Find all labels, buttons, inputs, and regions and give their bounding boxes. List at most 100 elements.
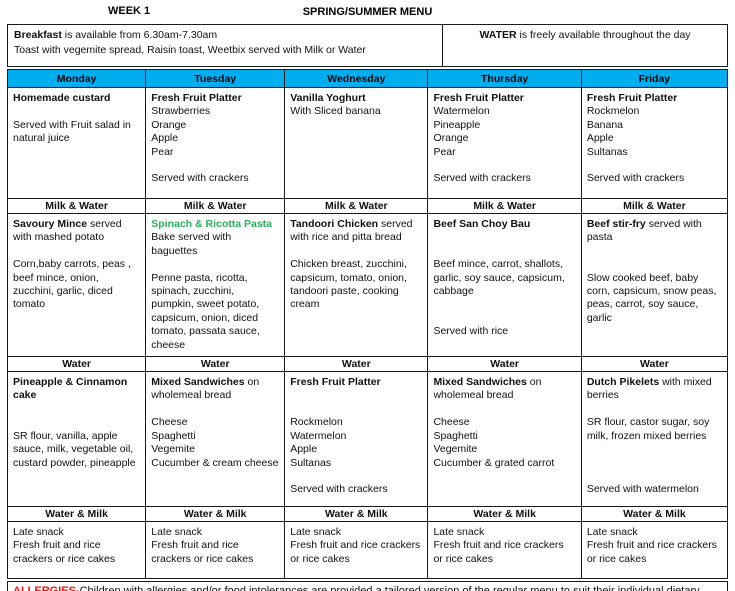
menu-line: Fresh fruit and rice crackers or rice ca… [587,539,722,566]
menu-line [587,443,722,456]
menu-line [433,231,575,244]
menu-text: Mixed Sandwiches [151,376,245,389]
breakfast-row: Breakfast is available from 6.30am-7.30a… [7,24,728,67]
menu-line: Spinach & Ricotta Pasta [151,218,279,231]
cell-afternoon-tea-wednesday: Fresh Fruit Platter Rockmelon Watermelon A… [284,371,429,508]
menu-line: With Sliced banana [290,105,422,118]
menu-text: Pear [433,145,456,158]
menu-text: SR flour, vanilla, apple sauce, milk, ve… [13,429,136,469]
menu-line [13,245,140,258]
water-cell: WATER is freely available throughout the… [443,25,727,66]
menu-text: Apple [586,132,614,145]
drink-morning-tea-thursday: Milk & Water [427,198,582,214]
lunch-row: Savoury Mince served with mashed potato … [6,212,729,358]
menu-line: SR flour, castor sugar, soy milk, frozen… [587,416,722,443]
menu-line: Slow cooked beef, baby corn, capsicum, s… [587,272,722,326]
menu-line: Beef mince, carrot, shallots, garlic, so… [433,258,575,298]
menu-text: Cheese [151,416,188,429]
menu-text: Apple [290,443,318,456]
menu-text: Pineapple & Cinnamon cake [13,376,128,402]
menu-text: Banana [586,118,624,131]
cell-lunch-tuesday: Spinach & Ricotta Pasta Bake served with … [145,212,286,358]
menu-line: Beef stir-fry served with pasta [587,218,722,245]
menu-line: Fresh fruit and rice crackers or rice ca… [433,539,575,566]
menu-line: Strawberries [151,105,279,118]
menu-text: Watermelon [433,105,490,118]
breakfast-time: is available from 6.30am-7.30am [61,29,218,41]
afternoon-tea-drink-row: Water & Milk Water & Milk Water & Milk Wate… [6,506,729,523]
menu-text: Spinach & Ricotta Pasta [151,218,273,230]
cell-late-snack-friday: Late snack Fresh fruit and rice crackers … [580,521,729,580]
menu-text: SR flour, castor sugar, soy milk, frozen… [586,416,710,442]
menu-text: Late snack [433,526,485,539]
menu-text: with mixed berries [586,376,712,402]
menu-line [290,245,422,258]
menu-line: Rockmelon [587,105,722,118]
day-header-tuesday: Tuesday [145,69,286,88]
menu-line: Served with Fruit salad in natural juice [13,119,140,146]
menu-line: Watermelon [290,430,422,443]
menu-text: Cucumber & cream cheese [151,456,279,469]
menu-line [433,298,575,311]
menu-line [587,258,722,271]
menu-line [151,403,279,416]
menu-text: Spaghetti [433,429,478,442]
menu-text: Late snack [290,526,341,539]
menu-line: Fresh fruit and rice crackers or rice ca… [13,539,140,566]
menu-text: Late snack [13,526,64,539]
menu-line [433,159,575,172]
menu-text: Dutch Pikelets [586,376,660,389]
menu-line: Watermelon [433,105,575,118]
menu-line: Spaghetti [433,430,575,443]
cell-afternoon-tea-friday: Dutch Pikelets with mixed berries SR flo… [580,371,729,508]
drink-morning-tea-tuesday: Milk & Water [145,198,286,214]
menu-line: Pineapple & Cinnamon cake [13,376,140,403]
menu-line: Served with crackers [587,172,722,185]
day-header-row: Monday Tuesday Wednesday Thursday Friday [6,69,729,88]
afternoon-tea-row: Pineapple & Cinnamon cake SR flour, vani… [6,371,729,508]
menu-line: Vegemite [151,443,279,456]
menu-text: Homemade custard [13,92,111,104]
menu-text: Fresh fruit and rice crackers or rice ca… [433,539,564,565]
menu-line [151,159,279,172]
menu-text: Rockmelon [290,416,343,429]
drink-lunch-wednesday: Water [284,356,429,373]
drink-morning-tea-monday: Milk & Water [6,198,147,214]
breakfast-label: Breakfast [14,29,62,41]
menu-text: Vegemite [151,443,196,456]
menu-line: Served with crackers [290,483,422,496]
day-header-thursday: Thursday [427,69,582,88]
cell-afternoon-tea-tuesday: Mixed Sandwiches on wholemeal bread Chee… [145,371,286,508]
drink-lunch-friday: Water [580,356,729,373]
drink-lunch-monday: Water [6,356,147,373]
menu-line: Served with crackers [433,172,575,185]
lunch-drink-row: Water Water Water Water Water [6,356,729,373]
menu-line [433,312,575,325]
menu-text: Watermelon [290,429,347,442]
menu-line: Rockmelon [290,416,422,429]
menu-line: Mixed Sandwiches on wholemeal bread [151,376,279,403]
menu-line [290,470,422,483]
menu-text: Sultanas [586,145,628,158]
cell-lunch-thursday: Beef San Choy Bau Beef mince, carrot, sh… [427,212,582,358]
menu-text: Served with crackers [586,172,685,185]
menu-line: Served with watermelon [587,483,722,496]
menu-text: Fresh fruit and rice crackers or rice ca… [151,539,254,565]
cell-late-snack-monday: Late snack Fresh fruit and rice crackers … [6,521,147,580]
menu-text: Mixed Sandwiches [433,376,527,389]
menu-line: Served with crackers [151,172,279,185]
menu-line: SR flour, vanilla, apple sauce, milk, ve… [13,430,140,470]
menu-line: Orange [433,132,575,145]
menu-line: Penne pasta, ricotta, spinach, zucchini,… [151,272,279,352]
cell-lunch-friday: Beef stir-fry served with pasta Slow coo… [580,212,729,358]
menu-table-body: Monday Tuesday Wednesday Thursday Friday Home… [6,69,729,580]
menu-text: Pineapple [433,118,481,131]
menu-line [290,389,422,402]
menu-line [13,403,140,416]
title-band: WEEK 1 SPRING/SUMMER MENU [7,3,728,20]
cell-lunch-monday: Savoury Mince served with mashed potato … [6,212,147,358]
menu-text: Fresh fruit and rice crackers or rice ca… [13,539,116,565]
week-label: WEEK 1 [108,5,151,17]
drink-afternoon-tea-monday: Water & Milk [6,506,147,523]
